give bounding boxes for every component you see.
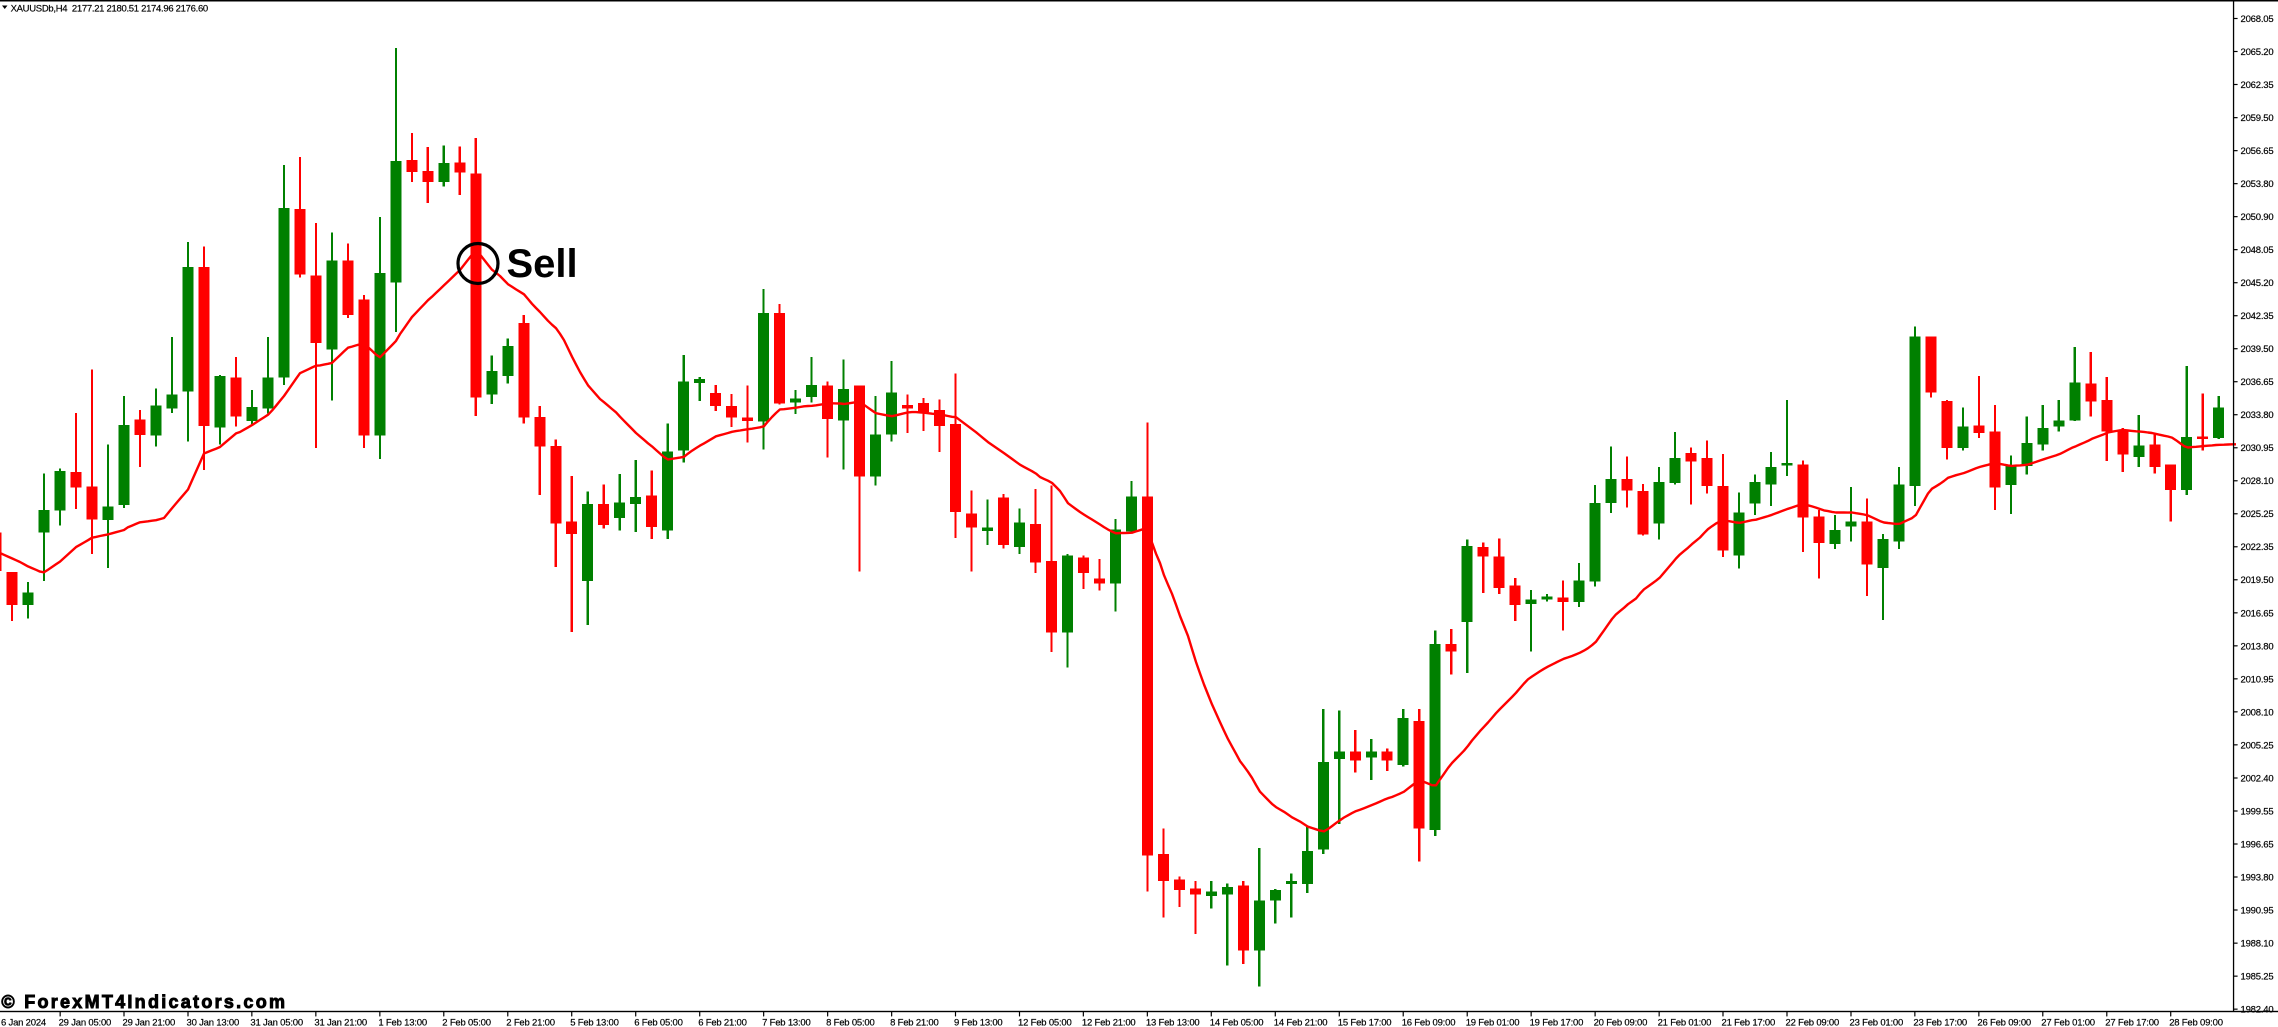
svg-text:2 Feb 21:00: 2 Feb 21:00	[506, 1018, 555, 1027]
svg-text:1988.10: 1988.10	[2241, 939, 2274, 950]
svg-text:14 Feb 21:00: 14 Feb 21:00	[1274, 1018, 1328, 1027]
svg-text:6 Feb 21:00: 6 Feb 21:00	[698, 1018, 747, 1027]
svg-text:27 Feb 17:00: 27 Feb 17:00	[2105, 1018, 2159, 1027]
svg-text:2 Feb 05:00: 2 Feb 05:00	[442, 1018, 491, 1027]
svg-text:13 Feb 13:00: 13 Feb 13:00	[1146, 1018, 1200, 1027]
svg-text:XAUUSDb,H4 2177.21 2180.51 21: XAUUSDb,H4 2177.21 2180.51 2174.96 2176.…	[11, 4, 208, 15]
svg-text:6 Jan 2024: 6 Jan 2024	[1, 1018, 46, 1027]
svg-text:23 Feb 17:00: 23 Feb 17:00	[1913, 1018, 1967, 1027]
svg-text:2068.05: 2068.05	[2241, 14, 2274, 25]
svg-text:12 Feb 21:00: 12 Feb 21:00	[1082, 1018, 1136, 1027]
svg-text:1985.25: 1985.25	[2241, 972, 2274, 983]
svg-text:12 Feb 05:00: 12 Feb 05:00	[1018, 1018, 1072, 1027]
svg-text:2065.20: 2065.20	[2241, 47, 2274, 58]
svg-text:7 Feb 13:00: 7 Feb 13:00	[762, 1018, 811, 1027]
svg-text:5 Feb 13:00: 5 Feb 13:00	[570, 1018, 619, 1027]
svg-text:27 Feb 01:00: 27 Feb 01:00	[2041, 1018, 2095, 1027]
svg-text:29 Jan 05:00: 29 Jan 05:00	[59, 1018, 112, 1027]
svg-text:© ForexMT4Indicators.com: © ForexMT4Indicators.com	[1, 992, 285, 1012]
svg-text:26 Feb 09:00: 26 Feb 09:00	[1977, 1018, 2031, 1027]
svg-text:1999.55: 1999.55	[2241, 806, 2274, 817]
svg-text:1993.80: 1993.80	[2241, 872, 2274, 883]
svg-text:8 Feb 05:00: 8 Feb 05:00	[826, 1018, 875, 1027]
svg-text:2002.40: 2002.40	[2241, 773, 2274, 784]
svg-text:2022.35: 2022.35	[2241, 542, 2274, 553]
svg-text:2053.80: 2053.80	[2241, 179, 2274, 190]
svg-text:14 Feb 05:00: 14 Feb 05:00	[1210, 1018, 1264, 1027]
svg-text:1982.40: 1982.40	[2241, 1005, 2274, 1016]
svg-text:2033.80: 2033.80	[2241, 410, 2274, 421]
svg-text:Sell: Sell	[507, 242, 578, 286]
svg-text:8 Feb 21:00: 8 Feb 21:00	[890, 1018, 939, 1027]
svg-text:2025.25: 2025.25	[2241, 509, 2274, 520]
svg-text:28 Feb 09:00: 28 Feb 09:00	[2169, 1018, 2223, 1027]
svg-text:2042.35: 2042.35	[2241, 311, 2274, 322]
svg-text:1990.95: 1990.95	[2241, 905, 2274, 916]
svg-text:9 Feb 13:00: 9 Feb 13:00	[954, 1018, 1003, 1027]
svg-text:2010.95: 2010.95	[2241, 674, 2274, 685]
svg-text:6 Feb 05:00: 6 Feb 05:00	[634, 1018, 683, 1027]
svg-text:21 Feb 17:00: 21 Feb 17:00	[1722, 1018, 1776, 1027]
svg-text:2045.20: 2045.20	[2241, 278, 2274, 289]
svg-text:2016.65: 2016.65	[2241, 608, 2274, 619]
svg-text:29 Jan 21:00: 29 Jan 21:00	[123, 1018, 176, 1027]
svg-text:16 Feb 09:00: 16 Feb 09:00	[1402, 1018, 1456, 1027]
svg-text:31 Jan 05:00: 31 Jan 05:00	[250, 1018, 303, 1027]
svg-text:2059.50: 2059.50	[2241, 113, 2274, 124]
svg-text:2019.50: 2019.50	[2241, 575, 2274, 586]
svg-text:2062.35: 2062.35	[2241, 80, 2274, 91]
svg-text:23 Feb 01:00: 23 Feb 01:00	[1850, 1018, 1904, 1027]
svg-text:15 Feb 17:00: 15 Feb 17:00	[1338, 1018, 1392, 1027]
svg-text:21 Feb 01:00: 21 Feb 01:00	[1658, 1018, 1712, 1027]
svg-text:2013.80: 2013.80	[2241, 641, 2274, 652]
svg-text:2036.65: 2036.65	[2241, 377, 2274, 388]
svg-text:2008.10: 2008.10	[2241, 707, 2274, 718]
svg-text:2030.95: 2030.95	[2241, 443, 2274, 454]
svg-text:2005.25: 2005.25	[2241, 740, 2274, 751]
svg-text:20 Feb 09:00: 20 Feb 09:00	[1594, 1018, 1648, 1027]
svg-text:2056.65: 2056.65	[2241, 146, 2274, 157]
svg-text:31 Jan 21:00: 31 Jan 21:00	[314, 1018, 367, 1027]
svg-text:1996.65: 1996.65	[2241, 839, 2274, 850]
svg-text:2048.05: 2048.05	[2241, 245, 2274, 256]
svg-text:2039.50: 2039.50	[2241, 344, 2274, 355]
svg-text:1 Feb 13:00: 1 Feb 13:00	[378, 1018, 427, 1027]
svg-text:22 Feb 09:00: 22 Feb 09:00	[1786, 1018, 1840, 1027]
svg-text:2028.10: 2028.10	[2241, 476, 2274, 487]
svg-text:30 Jan 13:00: 30 Jan 13:00	[187, 1018, 240, 1027]
svg-text:19 Feb 17:00: 19 Feb 17:00	[1530, 1018, 1584, 1027]
svg-text:2050.90: 2050.90	[2241, 212, 2274, 223]
svg-text:19 Feb 01:00: 19 Feb 01:00	[1466, 1018, 1520, 1027]
